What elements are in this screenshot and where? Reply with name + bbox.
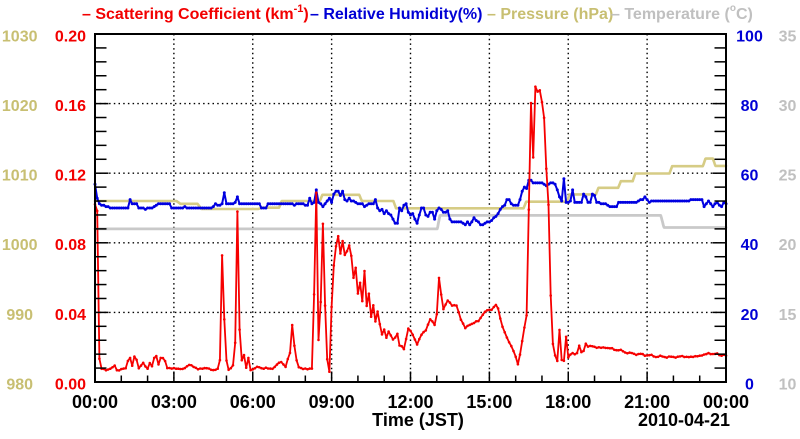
svg-text:– Pressure (hPa): – Pressure (hPa) xyxy=(487,6,613,23)
svg-text:10: 10 xyxy=(779,376,797,393)
svg-text:06:00: 06:00 xyxy=(230,392,276,412)
svg-text:– Relative Humidity(%): – Relative Humidity(%) xyxy=(310,6,482,23)
svg-text:15:00: 15:00 xyxy=(466,392,512,412)
svg-text:0.20: 0.20 xyxy=(55,28,86,45)
svg-text:980: 980 xyxy=(6,376,33,393)
svg-text:2010-04-21: 2010-04-21 xyxy=(638,410,730,430)
svg-text:0.00: 0.00 xyxy=(55,376,86,393)
svg-text:00:00: 00:00 xyxy=(72,392,118,412)
svg-text:03:00: 03:00 xyxy=(151,392,197,412)
svg-text:0.04: 0.04 xyxy=(55,307,86,324)
svg-text:– Scattering Coefficient (km-1: – Scattering Coefficient (km-1) xyxy=(82,3,309,23)
svg-text:1010: 1010 xyxy=(2,168,38,185)
svg-text:100: 100 xyxy=(736,28,763,45)
svg-text:21:00: 21:00 xyxy=(624,392,670,412)
svg-text:00:00: 00:00 xyxy=(703,392,749,412)
svg-text:0: 0 xyxy=(745,376,754,393)
svg-text:0.16: 0.16 xyxy=(55,98,86,115)
svg-text:0.08: 0.08 xyxy=(55,237,86,254)
svg-text:0.12: 0.12 xyxy=(55,168,86,185)
svg-text:35: 35 xyxy=(779,28,797,45)
svg-text:1020: 1020 xyxy=(2,98,38,115)
svg-text:80: 80 xyxy=(741,98,759,115)
svg-text:18:00: 18:00 xyxy=(545,392,591,412)
svg-text:20: 20 xyxy=(779,237,797,254)
svg-text:60: 60 xyxy=(741,168,759,185)
svg-text:1000: 1000 xyxy=(2,237,38,254)
svg-text:990: 990 xyxy=(6,307,33,324)
svg-text:12:00: 12:00 xyxy=(387,392,433,412)
svg-text:1030: 1030 xyxy=(2,28,38,45)
svg-text:40: 40 xyxy=(741,237,759,254)
svg-text:15: 15 xyxy=(779,307,797,324)
svg-text:25: 25 xyxy=(779,168,797,185)
svg-text:Time (JST): Time (JST) xyxy=(372,410,464,430)
svg-text:30: 30 xyxy=(779,98,797,115)
svg-text:20: 20 xyxy=(741,307,759,324)
svg-text:– Temperature (oC): – Temperature (oC) xyxy=(611,3,753,23)
svg-text:09:00: 09:00 xyxy=(309,392,355,412)
